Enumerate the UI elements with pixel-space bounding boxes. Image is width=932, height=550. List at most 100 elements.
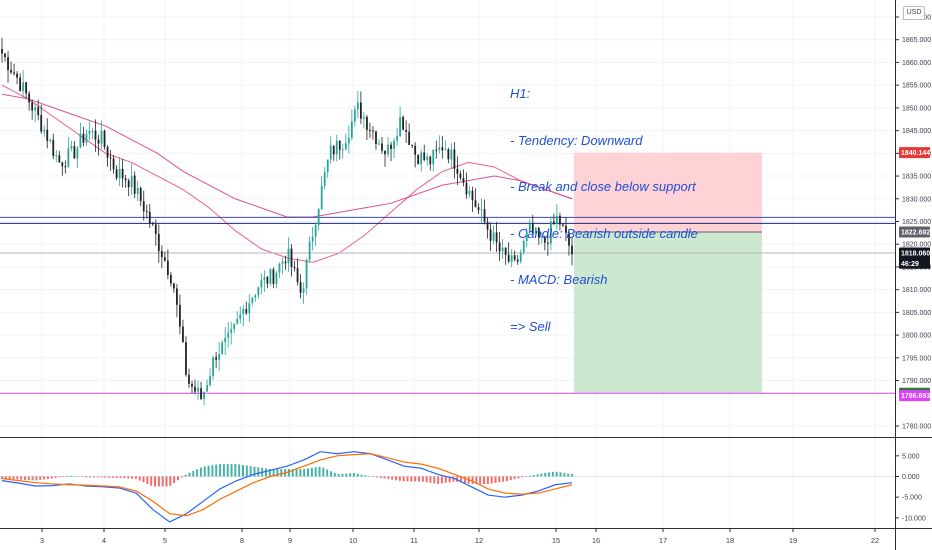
macd-histogram-bar [85,476,88,478]
candle-up [438,147,441,150]
analysis-line: - MACD: Bearish [510,272,608,287]
candle-down [124,178,127,181]
time-tick-label: 12 [475,536,483,545]
candle-up [239,314,242,320]
macd-histogram-bar [238,464,241,477]
price-tag-label: 1818.060 [901,251,930,258]
candle-down [435,149,438,151]
macd-histogram-bar [69,475,72,477]
candle-down [28,93,31,103]
macd-histogram-bar [544,473,547,477]
macd-tick-label: 5.000 [902,453,920,460]
candle-up [308,241,311,260]
candle-down [381,143,383,151]
macd-histogram-bar [479,476,482,484]
currency-button[interactable]: USD [903,6,925,20]
macd-histogram-bar [165,476,168,487]
candle-down [7,57,9,70]
macd-histogram-bar [494,476,497,483]
candle-down [474,200,477,208]
macd-histogram-bar [242,465,245,477]
macd-histogram-bar [43,476,46,480]
macd-histogram-bar [104,476,107,478]
macd-histogram-bar [115,476,118,478]
price-tick-label: 1820.000 [902,242,931,249]
candle-up [549,221,552,244]
macd-histogram-bar [150,476,153,486]
macd-histogram-bar [551,471,554,477]
macd-histogram-bar [364,475,367,477]
candle-down [145,211,148,213]
macd-histogram-bar [215,464,218,477]
candle-up [519,252,522,262]
candle-down [179,304,181,327]
time-tick-label: 15 [552,536,560,545]
candle-down [215,357,218,360]
macd-histogram-bar [127,476,130,479]
macd-histogram-bar [169,476,172,486]
candle-down [486,221,489,230]
stop-loss-zone [574,152,762,232]
macd-histogram-bar [509,476,512,481]
macd-histogram-bar [184,474,187,477]
macd-histogram-bar [517,476,520,479]
take-profit-zone [574,231,762,394]
candle-down [471,190,474,201]
candle-down [417,154,420,165]
candle-down [384,150,386,155]
candle-down [411,144,414,146]
candle-up [206,385,208,392]
candle-up [233,323,236,330]
candle-down [507,254,510,262]
candle-down [266,277,269,284]
candle-down [109,157,112,159]
macd-histogram-bar [387,476,390,480]
time-tick-label: 3 [40,536,44,545]
analysis-line: - Break and close below support [510,179,696,194]
macd-histogram-bar [532,474,535,477]
macd-histogram-bar [108,476,111,478]
candle-up [257,287,260,296]
macd-histogram-bar [429,476,432,483]
macd-histogram-bar [525,476,528,477]
candle-down [447,149,450,160]
candle-down [495,232,498,243]
time-tick-label: 8 [240,536,244,545]
macd-histogram-bar [12,476,15,480]
candle-up [136,187,139,194]
macd-histogram-bar [375,476,378,478]
macd-histogram-bar [131,476,134,479]
macd-histogram-bar [368,476,371,477]
candle-up [88,130,91,134]
tags-layer: 1840.1441822.6921818.06046:291787.219178… [899,147,930,402]
candle-down [151,223,154,225]
candle-up [528,223,531,232]
candle-down [31,102,34,111]
candle-down [359,102,362,119]
price-tick-label: 1845.000 [902,128,931,135]
macd-histogram-bar [8,476,11,480]
macd-histogram-bar [20,476,23,480]
candle-down [423,152,426,160]
candle-up [320,185,323,210]
candle-up [522,240,525,253]
macd-histogram-bar [50,476,53,479]
time-tick-label: 10 [349,536,357,545]
candle-down [465,182,468,195]
macd-histogram-bar [257,467,260,477]
candle-down [299,282,302,293]
macd-histogram-bar [356,473,359,477]
macd-histogram-bar [142,476,145,483]
candle-down [296,268,299,283]
macd-histogram-bar [555,471,558,477]
candle-down [543,236,546,243]
candle-down [483,209,486,222]
macd-histogram-bar [245,465,248,477]
candle-down [1,48,3,54]
candle-up [130,175,133,188]
candle-down [185,342,187,375]
macd-histogram-bar [383,476,386,479]
candle-up [501,247,504,252]
macd-histogram-bar [540,473,543,477]
